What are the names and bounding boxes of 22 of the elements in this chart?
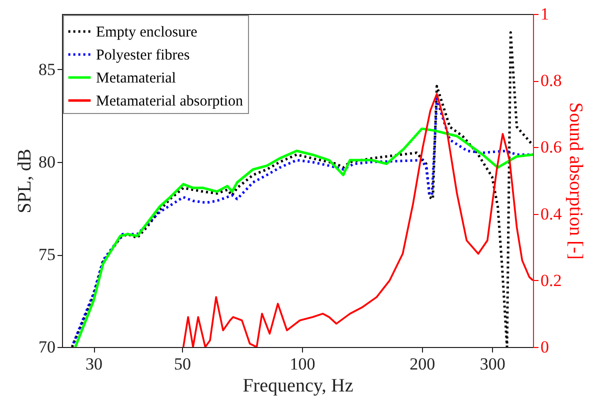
x-tick-label: 100	[290, 354, 316, 374]
x-tick-label: 30	[86, 354, 103, 374]
y2-tick-label: 1	[540, 4, 549, 24]
x-tick-label: 50	[174, 354, 191, 374]
y2-tick-label: 0.8	[540, 71, 562, 90]
legend-label: Metamaterial	[96, 70, 176, 86]
y-axis-title: SPL, dB	[14, 148, 36, 214]
y2-axis-title: Sound absorption [-]	[564, 102, 586, 260]
y2-tick-label: 0.2	[540, 270, 562, 290]
x-tick-label: 200	[410, 354, 436, 374]
y-tick-label: 70	[38, 338, 56, 356]
y-tick-label: 75	[38, 245, 56, 264]
legend-label: Empty enclosure	[96, 24, 198, 40]
x-tick-label: 300	[480, 354, 506, 374]
legend-label: Metamaterial absorption	[96, 94, 244, 110]
y2-tick-label: 0	[540, 338, 549, 356]
y2-tick-label: 0.4	[540, 204, 562, 224]
y-tick-label: 85	[38, 60, 56, 79]
x-axis-title: Frequency, Hz	[242, 376, 354, 396]
y-tick-label: 80	[38, 152, 56, 172]
legend-label: Polyester fibres	[96, 48, 190, 64]
y2-tick-label: 0.6	[540, 138, 562, 157]
